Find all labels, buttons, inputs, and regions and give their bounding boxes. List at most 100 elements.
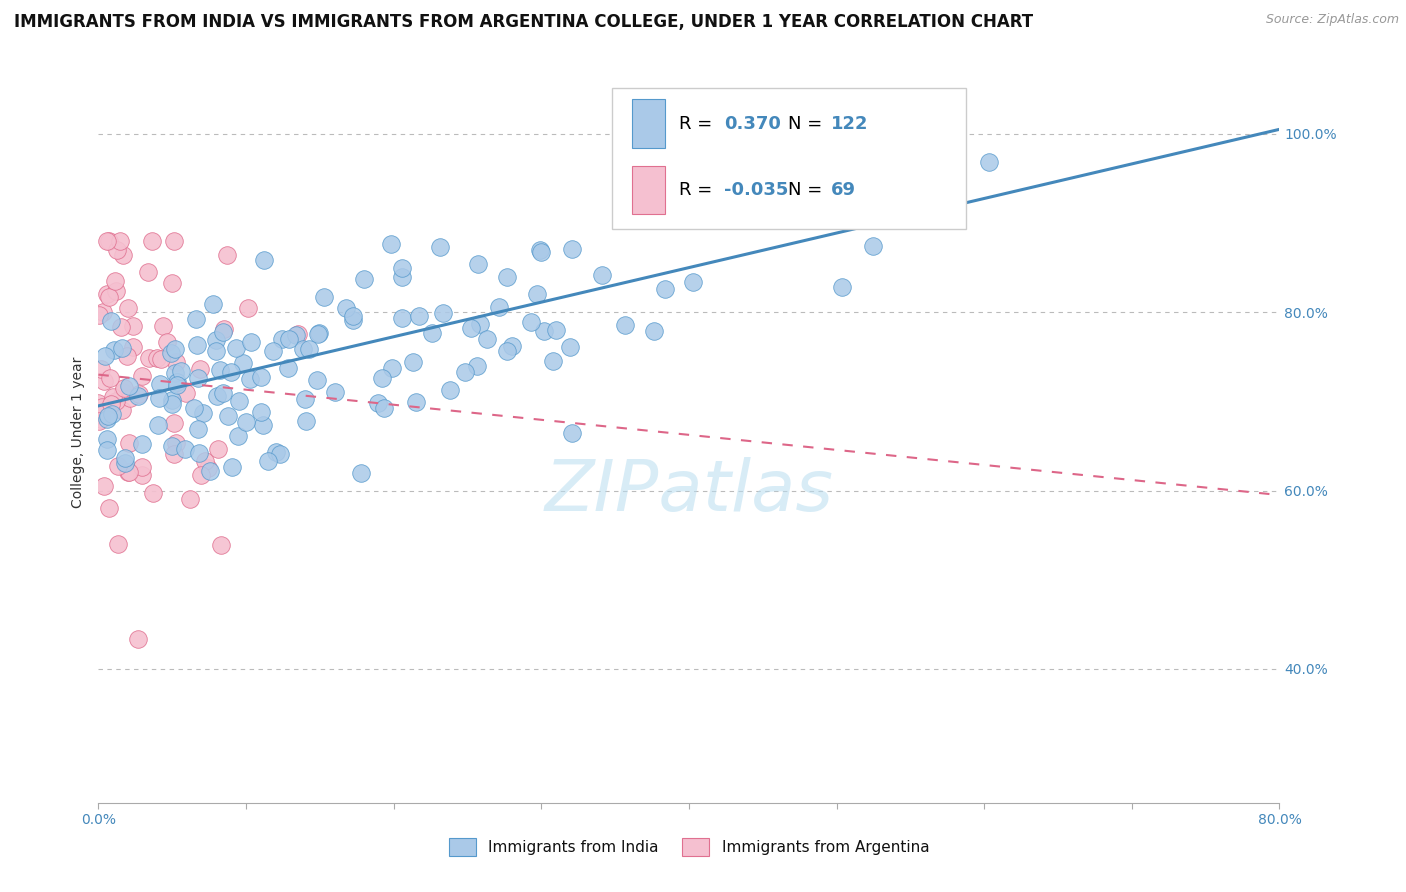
Point [105, 243, 128, 257]
Point [454, 366, 477, 380]
Point [643, 324, 665, 338]
Point [335, 301, 357, 315]
Point [488, 300, 510, 314]
Point [325, 385, 347, 400]
Point [371, 370, 394, 384]
Point [470, 318, 492, 332]
Point [96, 412, 118, 426]
Point [104, 394, 127, 409]
Point [184, 311, 207, 326]
Point [96, 234, 118, 248]
Point [495, 344, 517, 359]
Text: Source: ZipAtlas.com: Source: ZipAtlas.com [1265, 13, 1399, 27]
Point [228, 393, 250, 408]
Point [91, 401, 114, 415]
Point [439, 383, 461, 397]
Point [475, 332, 498, 346]
Point [190, 361, 212, 376]
Point [278, 333, 301, 347]
Point [118, 465, 141, 479]
Point [103, 343, 125, 358]
Legend: Immigrants from India, Immigrants from Argentina: Immigrants from India, Immigrants from A… [443, 832, 935, 862]
Point [205, 344, 228, 359]
Point [96, 286, 118, 301]
Point [117, 466, 139, 480]
Point [294, 392, 316, 406]
Point [205, 389, 228, 403]
Point [96, 443, 118, 458]
Point [212, 322, 235, 336]
Bar [633, 99, 665, 147]
Point [117, 301, 139, 315]
Point [187, 422, 209, 436]
Point [98, 290, 121, 304]
Point [174, 386, 197, 401]
Point [186, 338, 208, 352]
Point [250, 404, 273, 418]
Point [614, 318, 637, 333]
Point [114, 456, 136, 470]
Point [110, 320, 132, 334]
Point [349, 466, 371, 480]
Point [107, 459, 129, 474]
Point [183, 401, 205, 415]
Point [239, 372, 262, 386]
Point [90, 408, 112, 422]
Point [194, 454, 217, 468]
Point [432, 305, 454, 319]
Point [391, 311, 413, 326]
Point [391, 269, 413, 284]
Point [100, 397, 122, 411]
Point [160, 392, 183, 407]
Point [149, 377, 172, 392]
Point [221, 459, 243, 474]
Point [207, 442, 229, 457]
Point [131, 468, 153, 483]
Point [979, 154, 1001, 169]
Point [402, 355, 425, 369]
Point [107, 537, 129, 551]
Point [190, 467, 212, 482]
Point [165, 435, 187, 450]
Point [862, 238, 884, 252]
Point [149, 351, 172, 366]
Point [373, 401, 395, 416]
Point [121, 318, 143, 333]
Point [131, 460, 153, 475]
Point [112, 381, 135, 395]
Point [160, 276, 183, 290]
Point [533, 324, 555, 338]
Text: 0.370: 0.370 [724, 114, 782, 133]
Point [496, 269, 519, 284]
Point [831, 279, 853, 293]
Point [115, 349, 138, 363]
Text: 69: 69 [831, 181, 856, 199]
Point [131, 437, 153, 451]
Point [163, 416, 186, 430]
Point [465, 359, 488, 373]
Point [529, 243, 551, 257]
Point [212, 386, 235, 401]
Point [591, 268, 613, 282]
Text: IMMIGRANTS FROM INDIA VS IMMIGRANTS FROM ARGENTINA COLLEGE, UNDER 1 YEAR CORRELA: IMMIGRANTS FROM INDIA VS IMMIGRANTS FROM… [14, 13, 1033, 31]
Point [138, 265, 160, 279]
Point [101, 390, 124, 404]
Point [429, 240, 451, 254]
Point [152, 319, 174, 334]
Point [307, 326, 329, 341]
Point [209, 538, 232, 552]
Point [170, 364, 193, 378]
Point [208, 363, 231, 377]
Point [682, 276, 704, 290]
Point [467, 257, 489, 271]
Point [405, 394, 427, 409]
Point [162, 439, 184, 453]
Point [98, 371, 121, 385]
Point [100, 314, 122, 328]
Point [93, 374, 115, 388]
Point [163, 234, 186, 248]
Point [193, 406, 215, 420]
Point [117, 379, 139, 393]
Point [87, 396, 110, 410]
Point [96, 433, 118, 447]
